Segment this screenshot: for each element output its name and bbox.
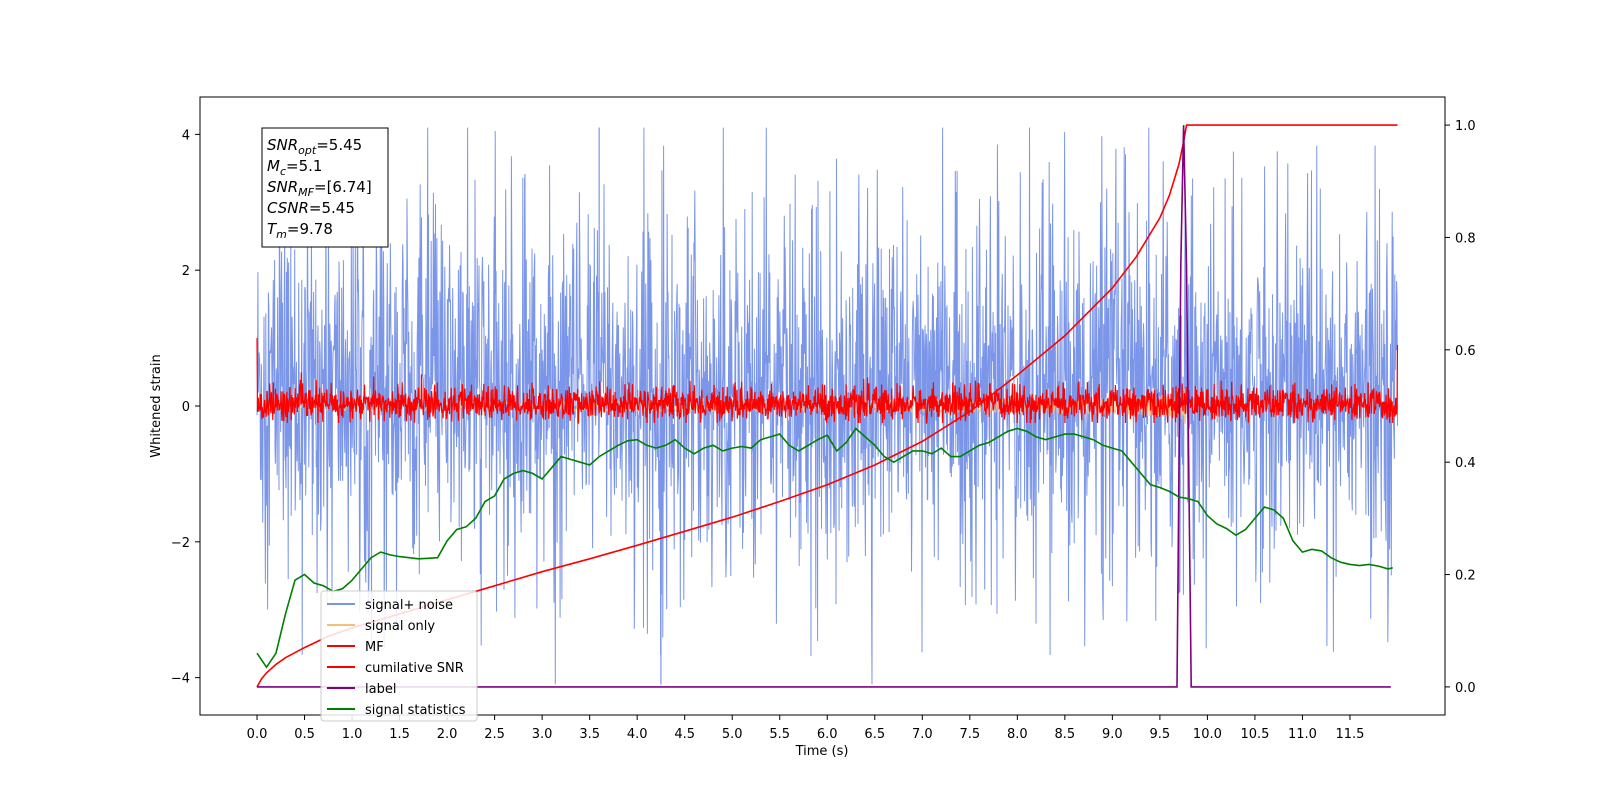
x-tick-label: 5.0: [722, 727, 743, 742]
x-tick-label: 8.0: [1007, 727, 1028, 742]
annotation-subscript: m: [276, 228, 287, 241]
annotation-box: SNRopt=5.45Mc=5.1SNRMF=[6.74]CSNR=5.45Tm…: [261, 127, 389, 248]
y-right-tick-label: 0.6: [1455, 344, 1476, 359]
annotation-label: CSNR: [267, 199, 309, 217]
y-axis-right-ticks: 0.0 0.2 0.4 0.6 0.8 1.0: [1445, 119, 1476, 696]
legend-label: signal statistics: [365, 703, 466, 718]
x-tick-label: 9.5: [1150, 727, 1171, 742]
x-tick-label: 8.5: [1055, 727, 1076, 742]
x-tick-label: 10.0: [1193, 727, 1222, 742]
annotation-value: =5.1: [286, 157, 322, 175]
annotation-label: T: [267, 220, 278, 238]
y-tick-label: 0: [182, 400, 190, 415]
x-axis-label: Time (s): [795, 744, 849, 759]
series-line-2: [256, 338, 1399, 424]
x-axis-ticks: 0.0 0.5 1.0 1.5 2.0 2.5 3.0 3.5 4.0 4.5 5.0 5.5 6.0 6…: [247, 715, 1364, 742]
x-tick-label: 2.0: [437, 727, 458, 742]
annotation-label: SNR: [267, 178, 298, 196]
x-tick-label: 5.5: [769, 727, 790, 742]
x-tick-label: 1.0: [342, 727, 363, 742]
annotation-value: =5.45: [316, 136, 362, 154]
annotation-label: M: [267, 157, 280, 175]
y-axis-ticks: −4 −2 0 2 4: [171, 128, 200, 687]
series-layer: [256, 124, 1399, 688]
x-tick-label: 6.0: [817, 727, 838, 742]
legend-frame: [320, 590, 478, 722]
annotation-line: Tm=9.78: [267, 220, 333, 241]
x-tick-label: 2.5: [484, 727, 505, 742]
annotation-label: SNR: [267, 136, 298, 154]
annotation-line: SNRopt=5.45: [267, 136, 362, 157]
y-tick-label: −2: [171, 536, 190, 551]
x-tick-label: 3.0: [532, 727, 553, 742]
annotation-frame: [261, 127, 389, 248]
x-tick-label: 4.5: [674, 727, 695, 742]
x-tick-label: 10.5: [1240, 727, 1269, 742]
series-line-3: [256, 124, 1398, 688]
annotation-line: CSNR=5.45: [267, 199, 355, 217]
y-right-tick-label: 0.0: [1455, 681, 1476, 696]
legend: signal+ noise signal only MF cumilative SNR…: [320, 590, 478, 722]
legend-label: MF: [365, 640, 384, 655]
series-line-4: [257, 125, 1391, 688]
x-tick-label: 6.5: [864, 727, 885, 742]
x-tick-label: 9.0: [1102, 727, 1123, 742]
legend-label: cumilative SNR: [365, 661, 464, 676]
y-right-tick-label: 1.0: [1455, 119, 1476, 134]
legend-label: signal only: [365, 619, 435, 634]
x-tick-label: 3.5: [579, 727, 600, 742]
x-tick-label: 0.5: [294, 727, 315, 742]
x-tick-label: 11.0: [1288, 727, 1317, 742]
x-tick-label: 11.5: [1335, 727, 1364, 742]
annotation-subscript: opt: [298, 144, 317, 157]
annotation-value: =5.45: [309, 199, 355, 217]
annotation-value: =9.78: [287, 220, 333, 238]
x-tick-label: 1.5: [389, 727, 410, 742]
x-tick-label: 7.0: [912, 727, 933, 742]
x-tick-label: 4.0: [627, 727, 648, 742]
x-tick-label: 0.0: [247, 727, 268, 742]
legend-label: label: [365, 682, 396, 697]
y-right-tick-label: 0.8: [1455, 231, 1476, 246]
x-tick-label: 7.5: [959, 727, 980, 742]
annotation-subscript: c: [280, 165, 286, 178]
annotation-subscript: MF: [298, 186, 314, 199]
y-tick-label: 2: [182, 264, 190, 279]
legend-label: signal+ noise: [365, 598, 453, 613]
annotation-value: =[6.74]: [314, 178, 372, 196]
annotation-line: SNRMF=[6.74]: [267, 178, 372, 199]
y-right-tick-label: 0.4: [1455, 456, 1476, 471]
y-right-tick-label: 0.2: [1455, 569, 1476, 584]
annotation-line: Mc=5.1: [267, 157, 322, 178]
y-axis-label: Whitened strain: [149, 354, 164, 457]
series-line-5: [256, 427, 1393, 669]
y-tick-label: −4: [171, 672, 190, 687]
y-tick-label: 4: [182, 128, 190, 143]
